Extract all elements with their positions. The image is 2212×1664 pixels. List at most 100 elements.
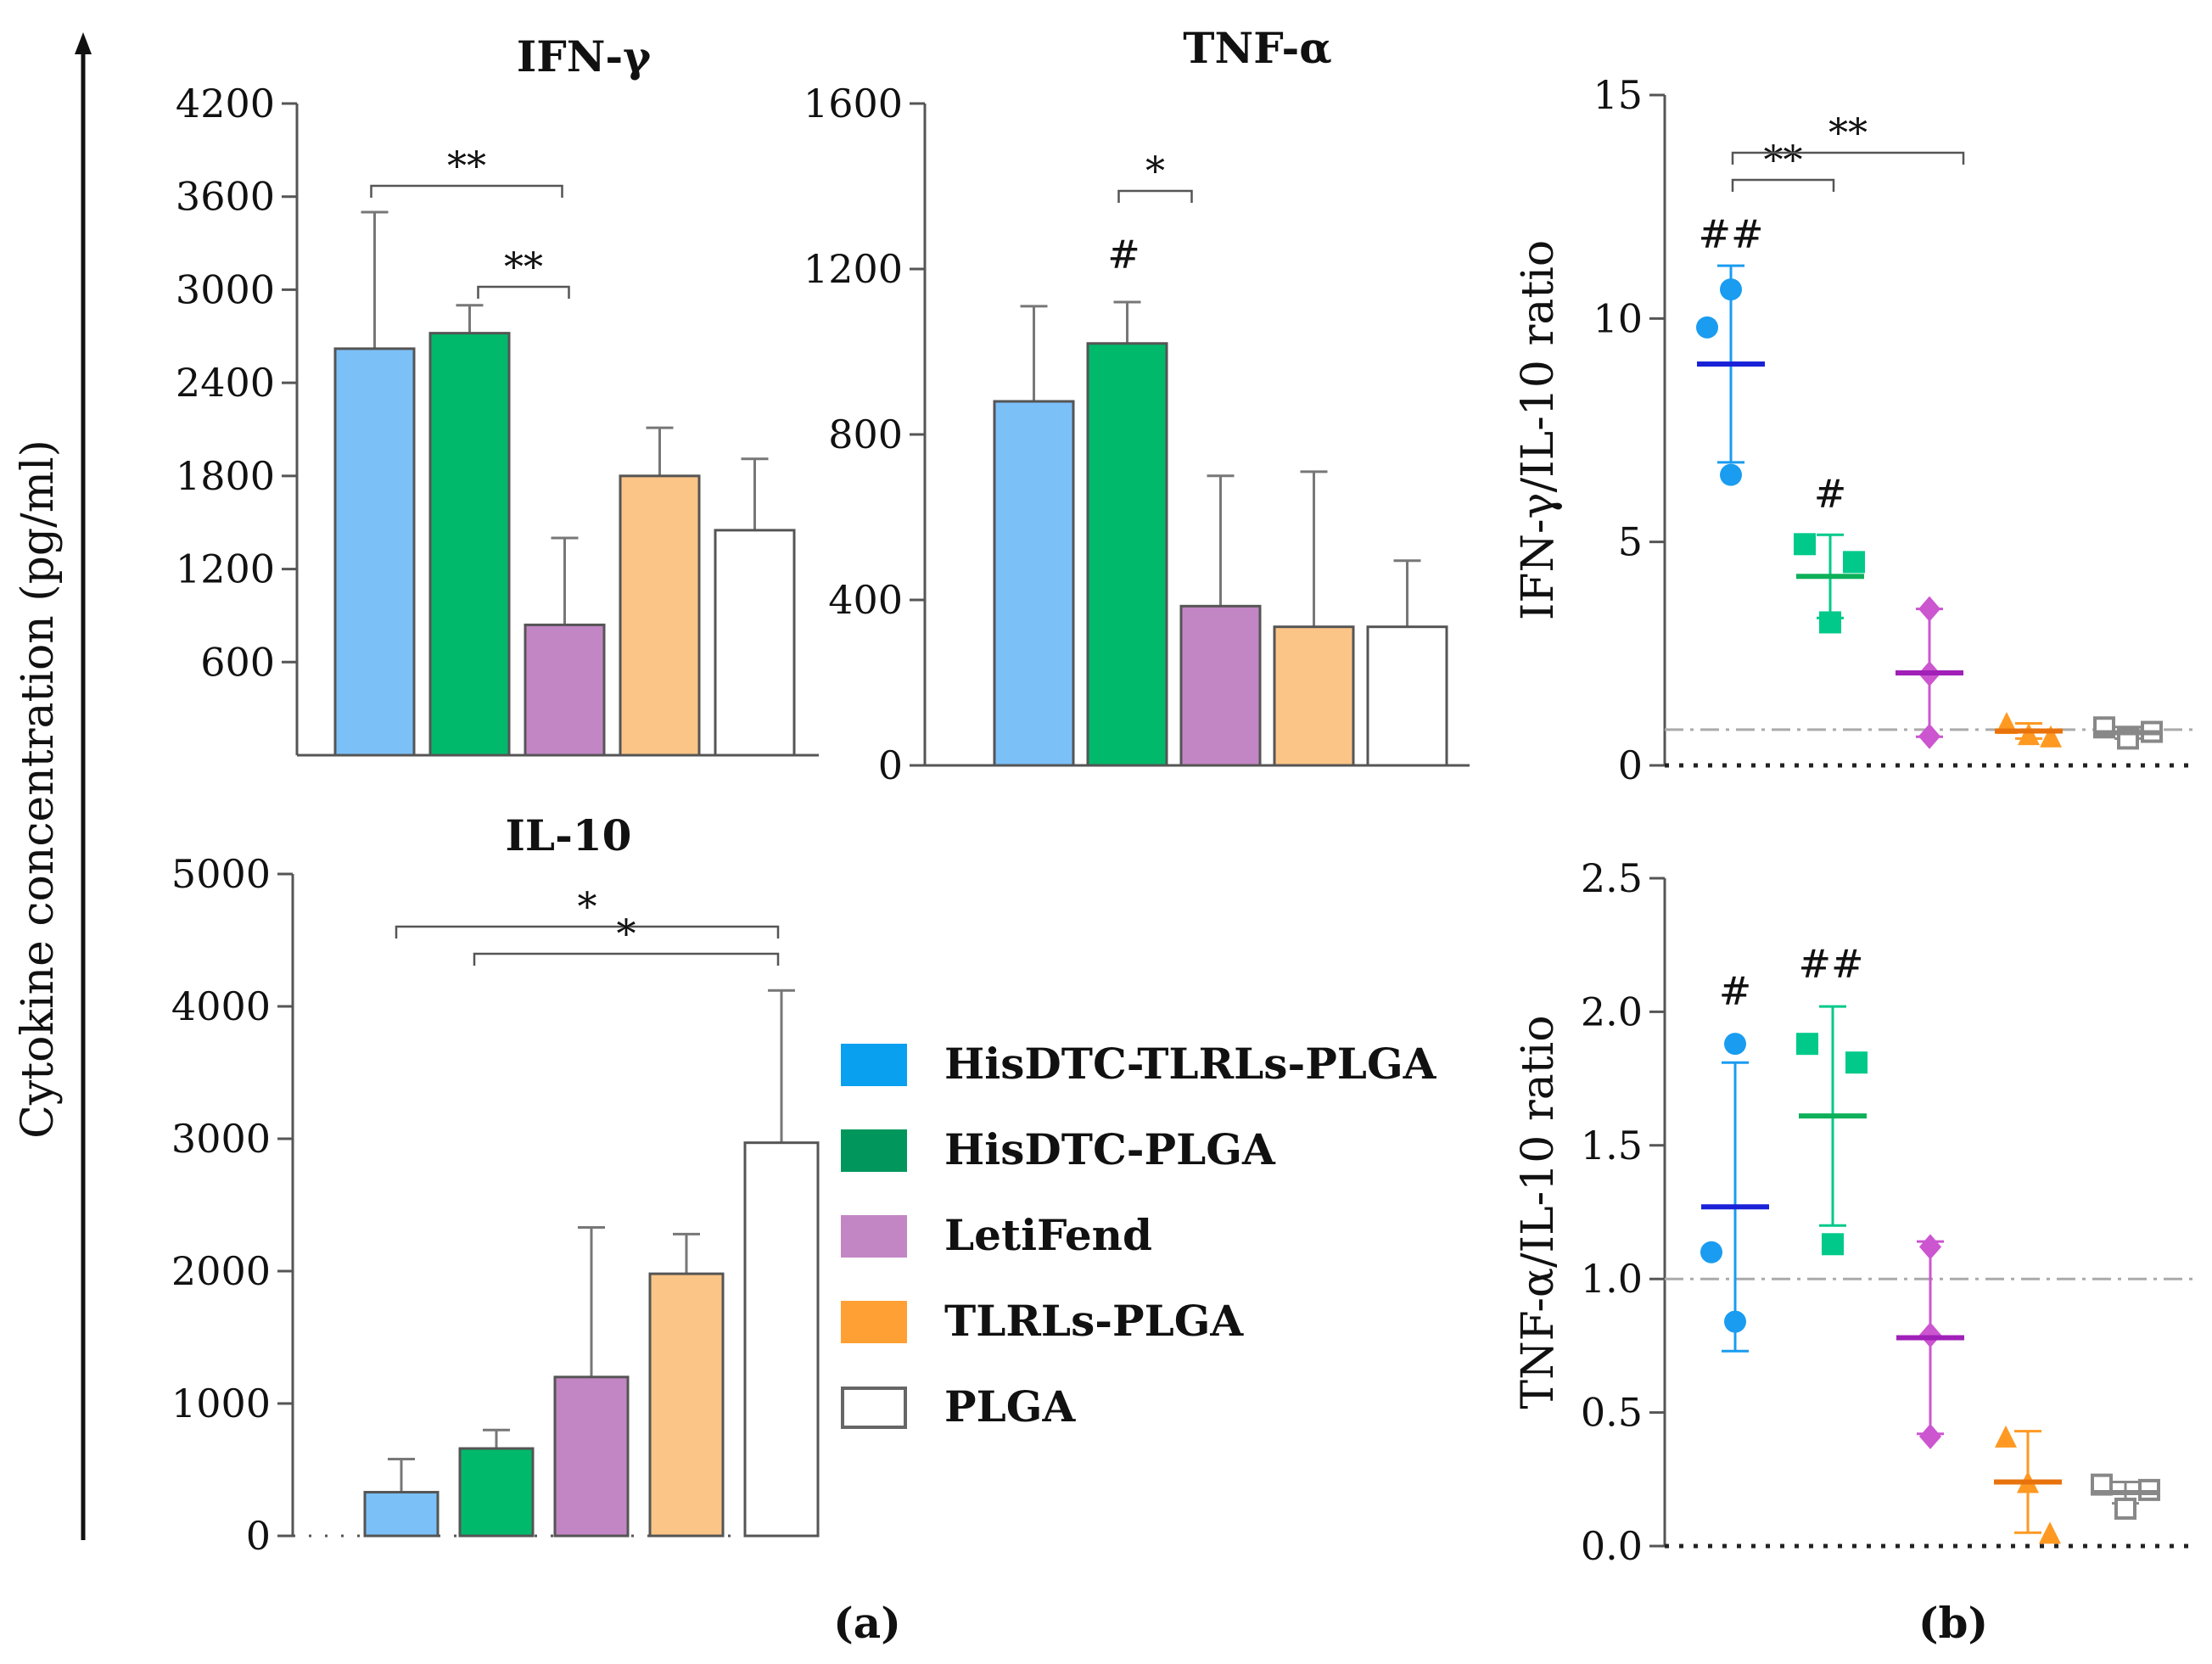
tnfa-bar-chart: TNF-α 0 400 800 1200 1600 *# <box>804 23 1470 788</box>
tnfa-y-tick-label: 0 <box>878 742 903 788</box>
il10-bar <box>458 1447 535 1538</box>
ifng-ratio-data-point <box>2018 723 2040 746</box>
tnfa-chart-title: TNF-α <box>1183 23 1331 73</box>
shared-y-arrowhead <box>75 32 92 54</box>
ifng-ratio-marker-label: ## <box>1698 211 1763 257</box>
ifng-chart-title: IFN-γ <box>517 31 652 81</box>
legend-swatch <box>841 1301 907 1343</box>
ifng-y-tick-label: 600 <box>200 639 275 685</box>
tnfa-y-tick-label: 1200 <box>804 246 903 292</box>
ifng-ratio-significance-label: ** <box>1764 137 1803 182</box>
tnfa-ratio-marker-label: ## <box>1798 941 1863 987</box>
tnfa-ratio-y-tick-label: 1.5 <box>1581 1123 1643 1168</box>
ifng-ratio-y-tick-label: 10 <box>1593 295 1643 341</box>
legend-swatch <box>841 1044 907 1086</box>
legend-swatch <box>841 1387 907 1429</box>
ifng-significance-bracket <box>477 285 570 299</box>
ifng-ratio-y-tick-label: 5 <box>1618 519 1643 565</box>
ifng-ratio-significance-label: ** <box>1828 109 1868 155</box>
il10-significance-bracket <box>395 925 780 938</box>
ifng-ratio-data-point <box>1918 723 1940 749</box>
tnfa-ratio-y-axis-title: TNF-α/IL-10 ratio <box>1513 1015 1564 1409</box>
ifng-ratio-significance-bracket <box>1731 151 1965 165</box>
ifng-significance-label: ** <box>504 244 543 289</box>
ifng-bar <box>524 623 606 757</box>
ifng-ratio-data-point <box>1819 611 1841 634</box>
ifng-bar-chart: IFN-γ 600 1200 1800 2400 3000 3600 4200 ** ** <box>176 31 819 757</box>
il10-significance-bracket <box>473 952 780 966</box>
tnfa-marker-label: # <box>1107 232 1140 277</box>
tnfa-ratio-data-point <box>2114 1497 2136 1520</box>
ifng-bar <box>428 332 511 757</box>
ifng-significance-bracket <box>370 184 563 198</box>
legend-swatch <box>841 1129 907 1172</box>
ifng-ratio-data-point <box>1843 551 1865 574</box>
il10-bar-chart: IL-10 0 1000 2000 3000 4000 5000 * * <box>171 810 820 1559</box>
il10-significance-label: * <box>617 910 636 956</box>
ifng-y-tick-label: 3600 <box>176 174 275 220</box>
legend-label: HisDTC-TLRLs-PLGA <box>944 1039 1437 1089</box>
ifng-y-tick-label: 4200 <box>176 81 275 126</box>
tnfa-ratio-data-point <box>1919 1234 1941 1260</box>
ifng-ratio-data-point <box>1918 596 1940 622</box>
tnfa-significance-label: * <box>1145 148 1165 193</box>
ifng-y-tick-label: 2400 <box>176 360 275 406</box>
tnfa-ratio-data-point <box>1845 1051 1868 1074</box>
il10-y-tick-label: 5000 <box>171 851 271 897</box>
tnfa-bar <box>993 400 1075 767</box>
legend-swatch <box>841 1215 907 1258</box>
il10-y-tick-label: 4000 <box>171 983 271 1029</box>
ifng-y-tick-label: 3000 <box>176 266 275 312</box>
il10-y-tick-label: 0 <box>246 1513 271 1559</box>
il10-significance-label: * <box>578 883 597 929</box>
legend-label: PLGA <box>944 1381 1076 1431</box>
ifng-ratio-y-tick-label: 15 <box>1593 72 1643 118</box>
ifng-ratio-y-axis-title: IFN-γ/IL-10 ratio <box>1513 240 1564 620</box>
tnfa-bar <box>1273 625 1355 767</box>
ifng-ratio-significance-bracket <box>1731 178 1835 192</box>
tnfa-ratio-y-tick-label: 2.0 <box>1581 989 1643 1034</box>
legend-label: TLRLs-PLGA <box>944 1296 1244 1346</box>
tnfa-ratio-data-point <box>1995 1425 2017 1448</box>
shared-y-axis-title: Cytokine concentration (pg/ml) <box>13 440 64 1139</box>
tnfa-significance-bracket <box>1117 189 1193 203</box>
il10-bar <box>743 1141 820 1538</box>
ifng-bar <box>619 474 701 757</box>
tnfa-ratio-y-tick-label: 0.0 <box>1581 1523 1643 1569</box>
tnfa-ratio-data-point <box>2138 1478 2160 1501</box>
ifng-y-tick-label: 1200 <box>176 546 275 592</box>
ifng-ratio-marker-label: # <box>1814 471 1847 517</box>
ifng-ratio-data-point <box>1696 316 1718 339</box>
ifng-ratio-data-point <box>1794 533 1816 556</box>
tnfa-ratio-data-point <box>1724 1033 1746 1056</box>
il10-bar <box>648 1272 725 1538</box>
tnfa-ratio-marker-label: # <box>1719 968 1752 1014</box>
ifng-y-tick-label: 1800 <box>176 453 275 499</box>
il10-y-tick-label: 3000 <box>171 1116 271 1162</box>
tnfa-ratio-data-point <box>1724 1310 1746 1333</box>
panel-a-label: (a) <box>833 1598 901 1648</box>
legend-label: HisDTC-PLGA <box>944 1124 1276 1174</box>
tnfa-ratio-data-point <box>1822 1233 1844 1256</box>
ifng-significance-label: ** <box>447 143 486 188</box>
panel-b-label: (b) <box>1918 1598 1988 1648</box>
il10-chart-title: IL-10 <box>506 810 632 860</box>
ifng-ratio-y-tick-label: 0 <box>1618 742 1643 788</box>
tnfa-ratio-y-tick-label: 0.5 <box>1581 1390 1643 1436</box>
il10-bar <box>363 1491 440 1538</box>
ifng-ratio-data-point <box>1720 463 1742 486</box>
tnfa-bar <box>1366 625 1448 767</box>
tnfa-y-tick-label: 1600 <box>804 81 903 126</box>
tnfa-y-tick-label: 800 <box>828 412 903 457</box>
il10-y-tick-label: 2000 <box>171 1248 271 1294</box>
ifng-bar <box>333 347 416 757</box>
legend-label: LetiFend <box>944 1210 1152 1260</box>
tnfa-bar <box>1179 604 1262 767</box>
ifng-bar <box>714 529 796 757</box>
tnfa-ratio-y-tick-label: 1.0 <box>1581 1256 1643 1302</box>
ifng-ratio-data-point <box>1720 278 1742 301</box>
il10-y-tick-label: 1000 <box>171 1381 271 1426</box>
